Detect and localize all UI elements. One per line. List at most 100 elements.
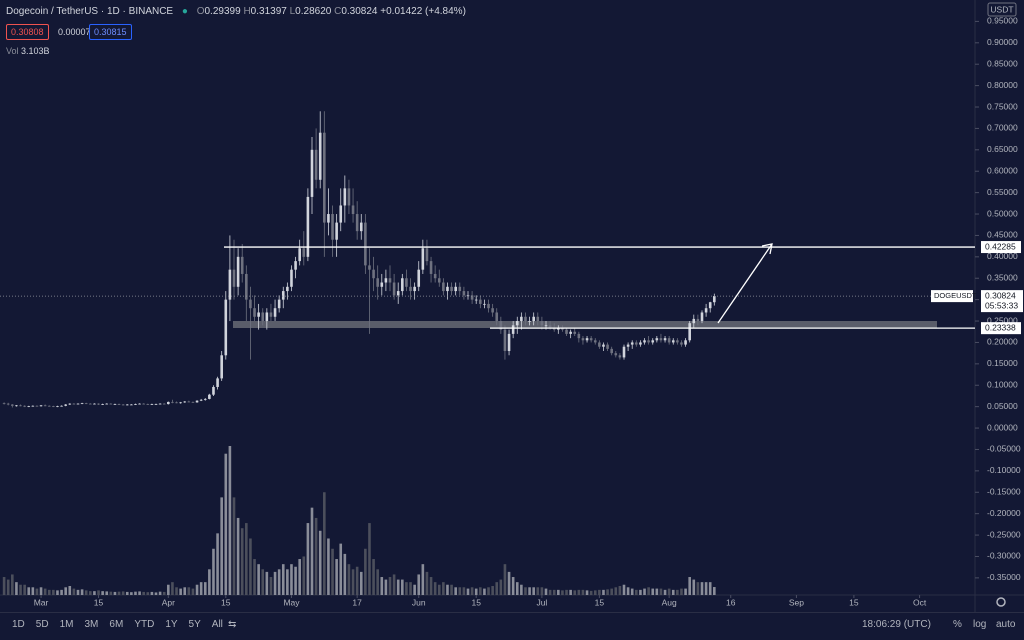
candle-body [224,299,228,356]
volume-bar [667,588,671,595]
candle-body [84,403,88,405]
volume-bar [536,587,540,595]
percent-toggle[interactable]: % [953,619,962,630]
close: 0.30824 [341,6,378,17]
volume-bar [277,569,281,595]
x-tick-label: 15 [471,597,481,607]
candle-body [622,346,626,358]
candle-body [60,405,63,407]
volume-bar [265,571,269,595]
volume-bar [232,497,236,595]
candle-body [635,342,638,345]
volume-bar [191,588,195,595]
volume-bar [253,559,256,595]
buy-button[interactable]: 0.30815 [89,24,132,40]
candle-body [142,403,145,405]
range-button[interactable]: 6M [109,619,124,630]
arrow-line [717,243,773,324]
candle-body [700,312,704,322]
volume-bar [606,589,609,595]
sell-button[interactable]: 0.30808 [6,24,49,40]
range-button[interactable]: 1D [12,619,25,630]
volume-bar [524,587,527,595]
currency-box[interactable] [987,2,1017,17]
candle-body [524,316,527,322]
candle-body [39,405,43,407]
y-tick-label: 0.50000 [987,208,1018,218]
volume-bar [23,584,26,595]
x-tick-label: Mar [34,597,49,607]
candle-body [125,404,129,406]
volume-bar [647,587,650,595]
volume-bar [676,589,679,595]
volume-bar [47,589,51,595]
y-tick-label: 0.90000 [987,37,1018,47]
compare-icon[interactable]: ⇆ [228,619,237,630]
range-button[interactable]: 1Y [165,619,178,630]
volume-bar [577,589,581,595]
range-button[interactable]: 3M [84,619,99,630]
volume-bar [700,582,704,595]
volume-bar [364,548,367,595]
candle-body [466,295,470,297]
candle-body [380,282,384,287]
candle-body [639,342,642,345]
candle-body [175,402,178,404]
range-button[interactable]: 5D [35,619,49,630]
candle-body [499,321,503,330]
volume-bar [76,589,80,595]
y-tick-label: -0.10000 [987,465,1021,475]
log-toggle[interactable]: log [973,619,987,630]
volume-bar [585,590,589,595]
volume-bar [175,587,178,595]
y-tick-label: 0.05000 [987,401,1018,411]
volume-bar [335,559,338,595]
range-button[interactable]: 1M [59,619,74,630]
x-tick-label: Sep [789,597,804,607]
range-button[interactable]: 5Y [188,619,201,630]
candle-body [286,286,289,292]
x-tick-label: May [283,597,300,607]
volume-bar [347,564,351,595]
volume-bar [162,591,166,595]
x-tick-label: 15 [94,597,104,607]
volume-bar [437,584,441,595]
y-tick-label: 0.15000 [987,358,1018,368]
candle-body [249,299,252,309]
settings-icon[interactable] [996,597,1006,607]
volume-bar [499,579,503,595]
volume-bar [388,577,392,595]
y-tick-label: 0.25000 [987,315,1018,325]
candle-body [708,302,712,309]
volume-bar [117,591,121,595]
toolbar-border [0,612,1024,613]
volume-bar [134,591,137,595]
volume-bar [384,579,388,595]
volume-bar [466,588,470,595]
volume-bar [713,587,716,595]
candle-body [199,399,203,401]
candle-body [503,329,507,352]
y-tick-label: 0.65000 [987,144,1018,154]
x-tick-label: Jul [536,597,547,607]
volume-bar [651,588,655,595]
candle-body [704,308,708,313]
volume-bar [121,591,125,595]
volume-bar [544,588,548,595]
candle-body [72,403,76,405]
candle-body [515,321,519,326]
volume-bar [425,571,429,595]
candle-body [183,401,187,403]
symbol[interactable]: Dogecoin / TetherUS · 1D · BINANCE [6,6,174,17]
x-tick-label: 15 [595,597,605,607]
volume-bar [708,582,712,595]
countdown-label: 05:53:33 [985,300,1018,310]
volume-bar [659,588,663,595]
range-button[interactable]: YTD [134,619,155,630]
y-tick-label: 0.10000 [987,380,1018,390]
range-button[interactable]: All [211,619,223,630]
candle-body [327,214,330,223]
volume-bar [327,538,330,595]
low: 0.28620 [295,6,332,17]
auto-toggle[interactable]: auto [996,619,1016,630]
